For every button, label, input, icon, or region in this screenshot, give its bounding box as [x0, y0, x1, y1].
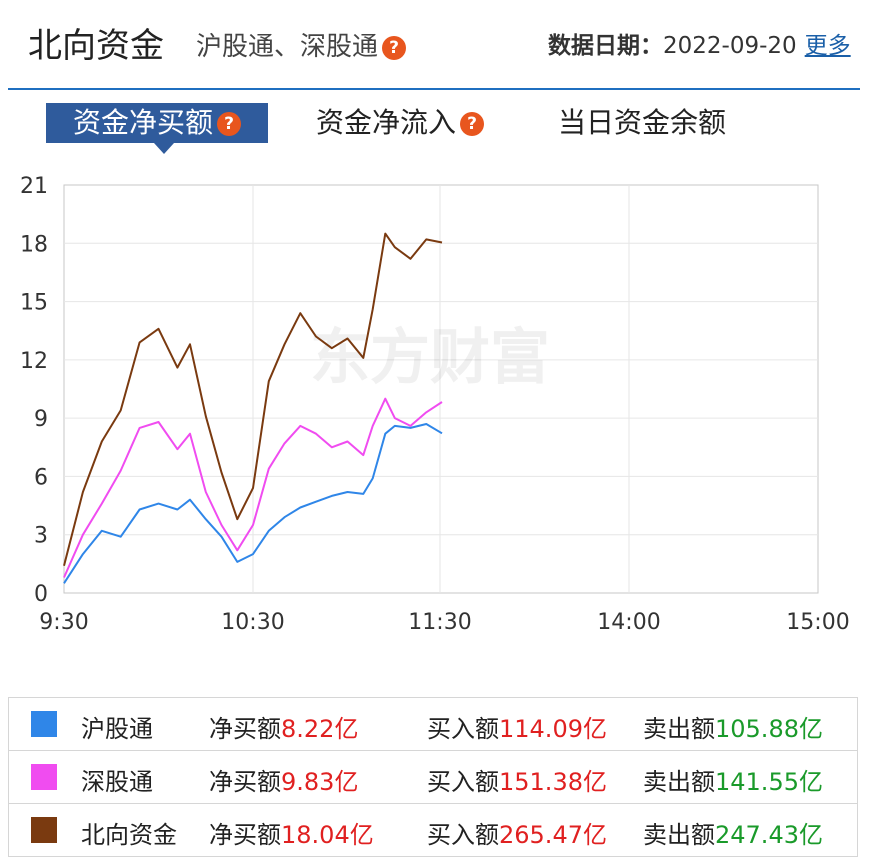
table-row: 北向资金 净买额18.04亿 买入额265.47亿 卖出额247.43亿: [9, 804, 857, 856]
tab-active-caret: [154, 143, 174, 154]
buy-value: 114.09亿: [499, 715, 607, 743]
net-buy-label: 净买额: [209, 768, 281, 796]
watermark-text: 东方财富: [310, 323, 550, 393]
header: 北向资金 沪股通、深股通? 数据日期：2022-09-20 更多: [0, 0, 880, 88]
x-tick-label: 11:30: [408, 610, 471, 635]
header-divider: [8, 88, 860, 90]
sell-value: 141.55亿: [715, 768, 823, 796]
net-buy-label: 净买额: [209, 821, 281, 849]
series-line-sgt: [63, 397, 443, 578]
table-row: 沪股通 净买额8.22亿 买入额114.09亿 卖出额105.88亿: [9, 698, 857, 751]
sgt-swatch: [31, 764, 57, 790]
net-buy-cell: 净买额18.04亿: [209, 815, 374, 850]
series-line-hgt: [63, 423, 443, 584]
summary-table: 沪股通 净买额8.22亿 买入额114.09亿 卖出额105.88亿 深股通 净…: [8, 697, 858, 857]
help-icon[interactable]: ?: [382, 35, 407, 60]
buy-value: 151.38亿: [499, 768, 607, 796]
sell-cell: 卖出额105.88亿: [643, 709, 823, 744]
hgt-swatch: [31, 711, 57, 737]
plot-frame: [63, 184, 819, 594]
y-tick-label: 12: [20, 349, 48, 374]
buy-cell: 买入额265.47亿: [427, 815, 607, 850]
y-tick-label: 21: [20, 174, 48, 199]
row-name: 沪股通: [81, 715, 153, 743]
sell-label: 卖出额: [643, 715, 715, 743]
sell-cell: 卖出额247.43亿: [643, 815, 823, 850]
subtitle: 沪股通、深股通?: [196, 26, 407, 63]
tab-balance[interactable]: 当日资金余额: [558, 103, 726, 143]
north-swatch: [31, 817, 57, 843]
buy-cell: 买入额151.38亿: [427, 762, 607, 797]
x-tick-label: 10:30: [221, 610, 284, 635]
sell-value: 247.43亿: [715, 821, 823, 849]
net-buy-value: 9.83亿: [281, 768, 359, 796]
x-tick-label: 15:00: [786, 610, 849, 635]
net-buy-cell: 净买额9.83亿: [209, 762, 358, 797]
tab-balance-label: 当日资金余额: [558, 106, 727, 139]
net-buy-value: 18.04亿: [281, 821, 374, 849]
net-buy-value: 8.22亿: [281, 715, 359, 743]
net-buy-cell: 净买额8.22亿: [209, 709, 358, 744]
buy-value: 265.47亿: [499, 821, 607, 849]
sell-cell: 卖出额141.55亿: [643, 762, 823, 797]
sell-label: 卖出额: [643, 821, 715, 849]
data-date: 数据日期：2022-09-20 更多: [548, 26, 851, 60]
tab-net-buy-label: 资金净买额: [72, 106, 213, 139]
tab-net-buy[interactable]: 资金净买额?: [46, 103, 268, 154]
help-icon[interactable]: ?: [460, 112, 485, 136]
help-icon[interactable]: ?: [217, 112, 241, 136]
tab-net-inflow-label: 资金净流入: [316, 106, 457, 139]
buy-label: 买入额: [427, 715, 499, 743]
date-value: 2022-09-20: [663, 33, 797, 59]
y-tick-label: 3: [34, 524, 48, 549]
more-link[interactable]: 更多: [804, 33, 851, 59]
y-tick-label: 6: [34, 465, 48, 490]
y-tick-label: 18: [20, 232, 48, 257]
buy-label: 买入额: [427, 768, 499, 796]
row-name: 北向资金: [81, 821, 177, 849]
x-tick-label: 14:00: [597, 610, 660, 635]
buy-cell: 买入额114.09亿: [427, 709, 607, 744]
y-tick-label: 9: [34, 407, 48, 432]
net-buy-chart: 0 3 6 9 12 15 18 21 9:30 10:30 11:30 14:00 15:00 东方财富: [20, 174, 850, 635]
tab-net-inflow[interactable]: 资金净流入?: [316, 103, 485, 143]
y-tick-label: 15: [20, 291, 48, 316]
subtitle-text: 沪股通、深股通: [196, 32, 379, 62]
series-line-north: [63, 232, 443, 567]
sell-value: 105.88亿: [715, 715, 823, 743]
buy-label: 买入额: [427, 821, 499, 849]
table-row: 深股通 净买额9.83亿 买入额151.38亿 卖出额141.55亿: [9, 751, 857, 804]
net-buy-label: 净买额: [209, 715, 281, 743]
row-name: 深股通: [81, 768, 153, 796]
page-title: 北向资金: [28, 26, 164, 66]
y-tick-label: 0: [34, 582, 48, 607]
sell-label: 卖出额: [643, 768, 715, 796]
x-tick-label: 9:30: [39, 610, 88, 635]
date-label: 数据日期：: [548, 33, 663, 59]
